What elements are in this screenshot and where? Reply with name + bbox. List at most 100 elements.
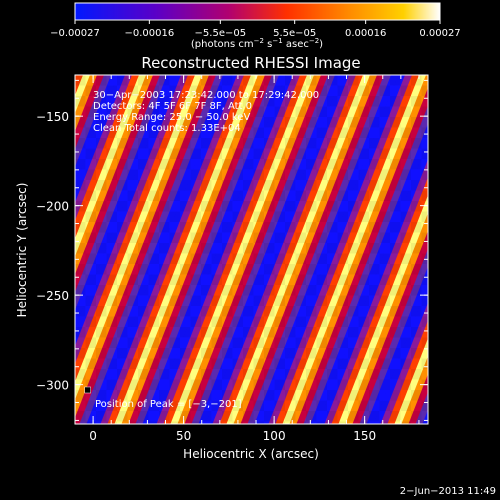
heatmap-cell	[421, 274, 428, 285]
heatmap-cell	[421, 190, 428, 201]
heatmap-cell	[274, 358, 285, 369]
heatmap-cell	[190, 85, 201, 96]
heatmap-stripe	[345, 212, 428, 424]
heatmap-cell	[358, 421, 369, 424]
heatmap-cell	[201, 96, 212, 107]
heatmap-cell	[148, 316, 159, 327]
heatmap-cell	[358, 274, 369, 285]
heatmap-cell	[379, 400, 390, 411]
heatmap-cell	[400, 337, 411, 348]
heatmap-cell	[348, 222, 359, 233]
heatmap-cell	[390, 327, 401, 338]
heatmap-cell	[222, 411, 233, 422]
heatmap-cell	[148, 148, 159, 159]
heatmap-cell	[138, 411, 149, 422]
heatmap-cell	[285, 243, 296, 254]
x-tick-label: 50	[176, 429, 191, 443]
heatmap-cell	[390, 306, 401, 317]
heatmap-cell	[180, 369, 191, 380]
heatmap-cell	[169, 85, 180, 96]
heatmap-cell	[337, 190, 348, 201]
heatmap-cell	[306, 138, 317, 149]
heatmap-cell	[106, 295, 117, 306]
heatmap-cell	[421, 127, 428, 138]
heatmap-cell	[274, 148, 285, 159]
heatmap-cell	[169, 421, 180, 424]
heatmap-stripe	[75, 75, 192, 373]
heatmap-cell	[295, 253, 306, 264]
heatmap-cell	[379, 190, 390, 201]
heatmap-cell	[274, 127, 285, 138]
heatmap-cell	[211, 148, 222, 159]
heatmap-cell	[316, 358, 327, 369]
heatmap-cell	[306, 411, 317, 422]
heatmap-cell	[337, 379, 348, 390]
heatmap-cell	[117, 201, 128, 212]
heatmap-stripe	[107, 75, 255, 424]
heatmap-cell	[348, 348, 359, 359]
heatmap-cell	[274, 316, 285, 327]
heatmap-cell	[327, 243, 338, 254]
heatmap-cell	[274, 274, 285, 285]
heatmap-cell	[190, 211, 201, 222]
heatmap-cell	[222, 180, 233, 191]
heatmap-cell	[264, 222, 275, 233]
heatmap-cell	[285, 264, 296, 275]
heatmap-cell	[411, 201, 422, 212]
heatmap-cell	[180, 201, 191, 212]
heatmap-cell	[400, 127, 411, 138]
heatmap-cell	[274, 211, 285, 222]
heatmap-cell	[96, 264, 107, 275]
heatmap-cell	[243, 327, 254, 338]
heatmap-cell	[421, 295, 428, 306]
heatmap-cell	[243, 201, 254, 212]
heatmap-cell	[148, 190, 159, 201]
heatmap-cell	[232, 106, 243, 117]
heatmap-cell	[169, 337, 180, 348]
heatmap-cell	[127, 400, 138, 411]
heatmap-cell	[253, 190, 264, 201]
x-tick-label: 100	[263, 429, 286, 443]
heatmap-cell	[169, 316, 180, 327]
heatmap-cell	[390, 369, 401, 380]
heatmap-cell	[348, 285, 359, 296]
heatmap-cell	[264, 411, 275, 422]
heatmap-cell	[348, 369, 359, 380]
heatmap-cell	[369, 306, 380, 317]
heatmap-cell	[85, 295, 96, 306]
heatmap-cell	[75, 264, 86, 275]
heatmap-cell	[411, 285, 422, 296]
heatmap-cell	[138, 138, 149, 149]
heatmap-cell	[337, 106, 348, 117]
heatmap-cell	[85, 358, 96, 369]
colorbar-tick-label: −0.00027	[50, 28, 100, 39]
heatmap-cell	[285, 285, 296, 296]
heatmap-cell	[148, 379, 159, 390]
heatmap-cell	[369, 243, 380, 254]
heatmap-cell	[379, 85, 390, 96]
heatmap-cell	[138, 96, 149, 107]
heatmap-cell	[390, 96, 401, 107]
heatmap-cell	[159, 327, 170, 338]
heatmap-cell	[138, 285, 149, 296]
heatmap-stripe	[282, 75, 428, 424]
heatmap-cell	[148, 169, 159, 180]
heatmap-cell	[369, 138, 380, 149]
heatmap-cell	[295, 358, 306, 369]
heatmap-stripe	[75, 75, 108, 158]
heatmap-cell	[316, 106, 327, 117]
heatmap-cell	[243, 285, 254, 296]
heatmap-cell	[201, 243, 212, 254]
heatmap-cell	[232, 337, 243, 348]
heatmap-cell	[327, 306, 338, 317]
x-axis-tick-labels: 0 50 100 150	[89, 429, 376, 443]
heatmap-cell	[159, 96, 170, 107]
heatmap-cell	[106, 400, 117, 411]
heatmap-cell	[243, 222, 254, 233]
heatmap-stripe	[75, 75, 206, 409]
heatmap-cell	[75, 390, 86, 401]
heatmap-cell	[411, 117, 422, 128]
heatmap-cell	[348, 117, 359, 128]
heatmap-cell	[390, 222, 401, 233]
heatmap-cell	[222, 390, 233, 401]
